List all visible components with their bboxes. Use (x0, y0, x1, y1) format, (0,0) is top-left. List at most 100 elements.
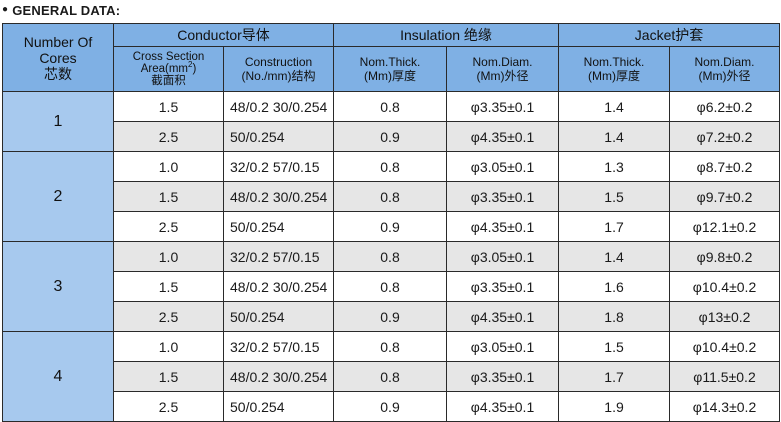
header-jac-diam-line1: Nom.Diam. (694, 55, 755, 69)
header-cross-section-sup: 2 (187, 60, 193, 70)
cross-section-cell: 1.5 (113, 91, 224, 122)
insulation-thickness-cell: 0.8 (333, 151, 447, 182)
insulation-diameter-cell: φ4.35±0.1 (445, 211, 560, 242)
insulation-diameter-cell: φ3.05±0.1 (445, 241, 560, 272)
core-count-cell: 3 (2, 241, 114, 332)
header-construction-line1: Construction (244, 55, 313, 69)
construction-cell: 32/0.2 57/0.15 (223, 151, 334, 182)
header-row-groups: Number Of Cores 芯数 Conductor导体 Insulatio… (2, 23, 781, 92)
insulation-diameter-cell: φ3.35±0.1 (445, 91, 560, 122)
insulation-thickness-cell: 0.8 (333, 241, 447, 272)
construction-cell: 48/0.2 30/0.254 (223, 361, 334, 392)
header-ins-thick-line2: (Mm)厚度 (364, 69, 416, 83)
jacket-thickness-cell: 1.7 (558, 211, 671, 242)
table-row: 3 1.0 32/0.2 57/0.15 0.8 φ3.05±0.1 1.4 φ… (2, 241, 781, 332)
insulation-diameter-cell: φ3.35±0.1 (445, 181, 560, 212)
cross-section-cell: 1.5 (113, 271, 224, 302)
header-cores-line1: Number Of (23, 33, 93, 50)
table-row: 2.5 50/0.254 0.9 φ4.35±0.1 1.7 φ12.1±0.2 (3, 211, 781, 242)
header-cross-section-line1: Cross Section (132, 51, 205, 63)
insulation-thickness-cell: 0.9 (333, 211, 447, 242)
jacket-diameter-cell: φ9.7±0.2 (669, 181, 781, 212)
bullet-icon: ● (2, 3, 9, 15)
insulation-thickness-cell: 0.8 (333, 91, 447, 122)
table-row: 1 1.5 48/0.2 30/0.254 0.8 φ3.35±0.1 1.4 … (2, 91, 781, 152)
header-cores-line3: 芯数 (44, 65, 72, 82)
jacket-diameter-cell: φ10.4±0.2 (669, 271, 781, 302)
header-insulation: Insulation 绝缘 (332, 23, 560, 47)
jacket-thickness-cell: 1.9 (558, 391, 671, 422)
page-title: ● GENERAL DATA: (2, 1, 120, 19)
insulation-diameter-cell: φ4.35±0.1 (445, 391, 560, 422)
jacket-thickness-cell: 1.4 (558, 91, 671, 122)
table-row: 2 1.0 32/0.2 57/0.15 0.8 φ3.05±0.1 1.3 φ… (2, 151, 781, 242)
insulation-thickness-cell: 0.8 (333, 271, 447, 302)
insulation-thickness-cell: 0.8 (333, 331, 447, 362)
jacket-diameter-cell: φ10.4±0.2 (669, 331, 781, 362)
construction-cell: 50/0.254 (223, 301, 334, 332)
jacket-thickness-cell: 1.5 (558, 181, 671, 212)
cross-section-cell: 1.5 (113, 181, 224, 212)
jacket-diameter-cell: φ8.7±0.2 (669, 151, 781, 182)
header-jac-thick-line2: (Mm)厚度 (588, 69, 641, 83)
cross-section-cell: 2.5 (113, 301, 224, 332)
cross-section-cell: 1.0 (113, 241, 224, 272)
cross-section-cell: 1.5 (113, 361, 224, 392)
insulation-thickness-cell: 0.9 (333, 121, 447, 152)
core-count-cell: 4 (2, 331, 114, 422)
jacket-diameter-cell: φ13±0.2 (669, 301, 781, 332)
header-cross-section: Cross Section Area(mm2) 截面积 (113, 46, 224, 92)
table-row: 1.5 48/0.2 30/0.254 0.8 φ3.35±0.1 1.7 φ1… (3, 361, 781, 392)
table-row: 2.5 50/0.254 0.9 φ4.35±0.1 1.8 φ13±0.2 (3, 301, 781, 332)
jacket-thickness-cell: 1.4 (558, 121, 671, 152)
header-jac-thick-line1: Nom.Thick. (583, 55, 645, 69)
core-count-cell: 2 (2, 151, 114, 242)
table-row: 2.5 50/0.254 0.9 φ4.35±0.1 1.9 φ14.3±0.2 (3, 391, 781, 422)
construction-cell: 50/0.254 (223, 211, 334, 242)
table-row: 1.5 48/0.2 30/0.254 0.8 φ3.35±0.1 1.6 φ1… (3, 271, 781, 302)
jacket-diameter-cell: φ9.8±0.2 (669, 241, 781, 272)
table-row: 1.5 48/0.2 30/0.254 0.8 φ3.35±0.1 1.5 φ9… (3, 181, 781, 212)
header-ins-diam-line1: Nom.Diam. (472, 55, 533, 69)
header-jacket-diameter: Nom.Diam. (Mm)外径 (669, 46, 781, 92)
header-jac-diam-line2: (Mm)外径 (698, 69, 751, 83)
cross-section-cell: 2.5 (113, 391, 224, 422)
insulation-diameter-cell: φ3.05±0.1 (445, 151, 560, 182)
header-insulation-diameter: Nom.Diam. (Mm)外径 (445, 46, 560, 92)
jacket-diameter-cell: φ14.3±0.2 (669, 391, 781, 422)
jacket-thickness-cell: 1.8 (558, 301, 671, 332)
insulation-thickness-cell: 0.9 (333, 391, 447, 422)
cross-section-cell: 2.5 (113, 211, 224, 242)
table-row: 2.5 50/0.254 0.9 φ4.35±0.1 1.4 φ7.2±0.2 (3, 121, 781, 152)
jacket-diameter-cell: φ11.5±0.2 (669, 361, 781, 392)
construction-cell: 50/0.254 (223, 121, 334, 152)
jacket-thickness-cell: 1.4 (558, 241, 671, 272)
header-row-sub: Cross Section Area(mm2) 截面积 Construction… (3, 46, 781, 92)
jacket-thickness-cell: 1.5 (558, 331, 671, 362)
cross-section-cell: 1.0 (113, 331, 224, 362)
insulation-thickness-cell: 0.8 (333, 181, 447, 212)
header-insulation-thickness: Nom.Thick. (Mm)厚度 (333, 46, 447, 92)
header-construction: Construction (No./mm)结构 (223, 46, 334, 92)
insulation-diameter-cell: φ4.35±0.1 (445, 301, 560, 332)
header-conductor: Conductor导体 (113, 23, 334, 47)
header-cross-section-close: ) (192, 63, 197, 75)
jacket-diameter-cell: φ12.1±0.2 (669, 211, 781, 242)
page-title-text: GENERAL DATA: (12, 2, 121, 18)
construction-cell: 32/0.2 57/0.15 (223, 331, 334, 362)
header-cores-line2: Cores (39, 49, 77, 66)
construction-cell: 48/0.2 30/0.254 (223, 271, 334, 302)
header-jacket-thickness: Nom.Thick. (Mm)厚度 (558, 46, 671, 92)
core-count-cell: 1 (2, 91, 114, 152)
header-jacket: Jacket护套 (558, 23, 781, 47)
header-number-of-cores: Number Of Cores 芯数 (2, 23, 114, 92)
jacket-diameter-cell: φ6.2±0.2 (669, 91, 781, 122)
header-ins-diam-line2: (Mm)外径 (476, 69, 529, 83)
cross-section-cell: 1.0 (113, 151, 224, 182)
insulation-diameter-cell: φ3.35±0.1 (445, 271, 560, 302)
construction-cell: 50/0.254 (223, 391, 334, 422)
jacket-thickness-cell: 1.7 (558, 361, 671, 392)
construction-cell: 32/0.2 57/0.15 (223, 241, 334, 272)
insulation-thickness-cell: 0.8 (333, 361, 447, 392)
header-construction-line2: (No./mm)结构 (241, 69, 316, 83)
